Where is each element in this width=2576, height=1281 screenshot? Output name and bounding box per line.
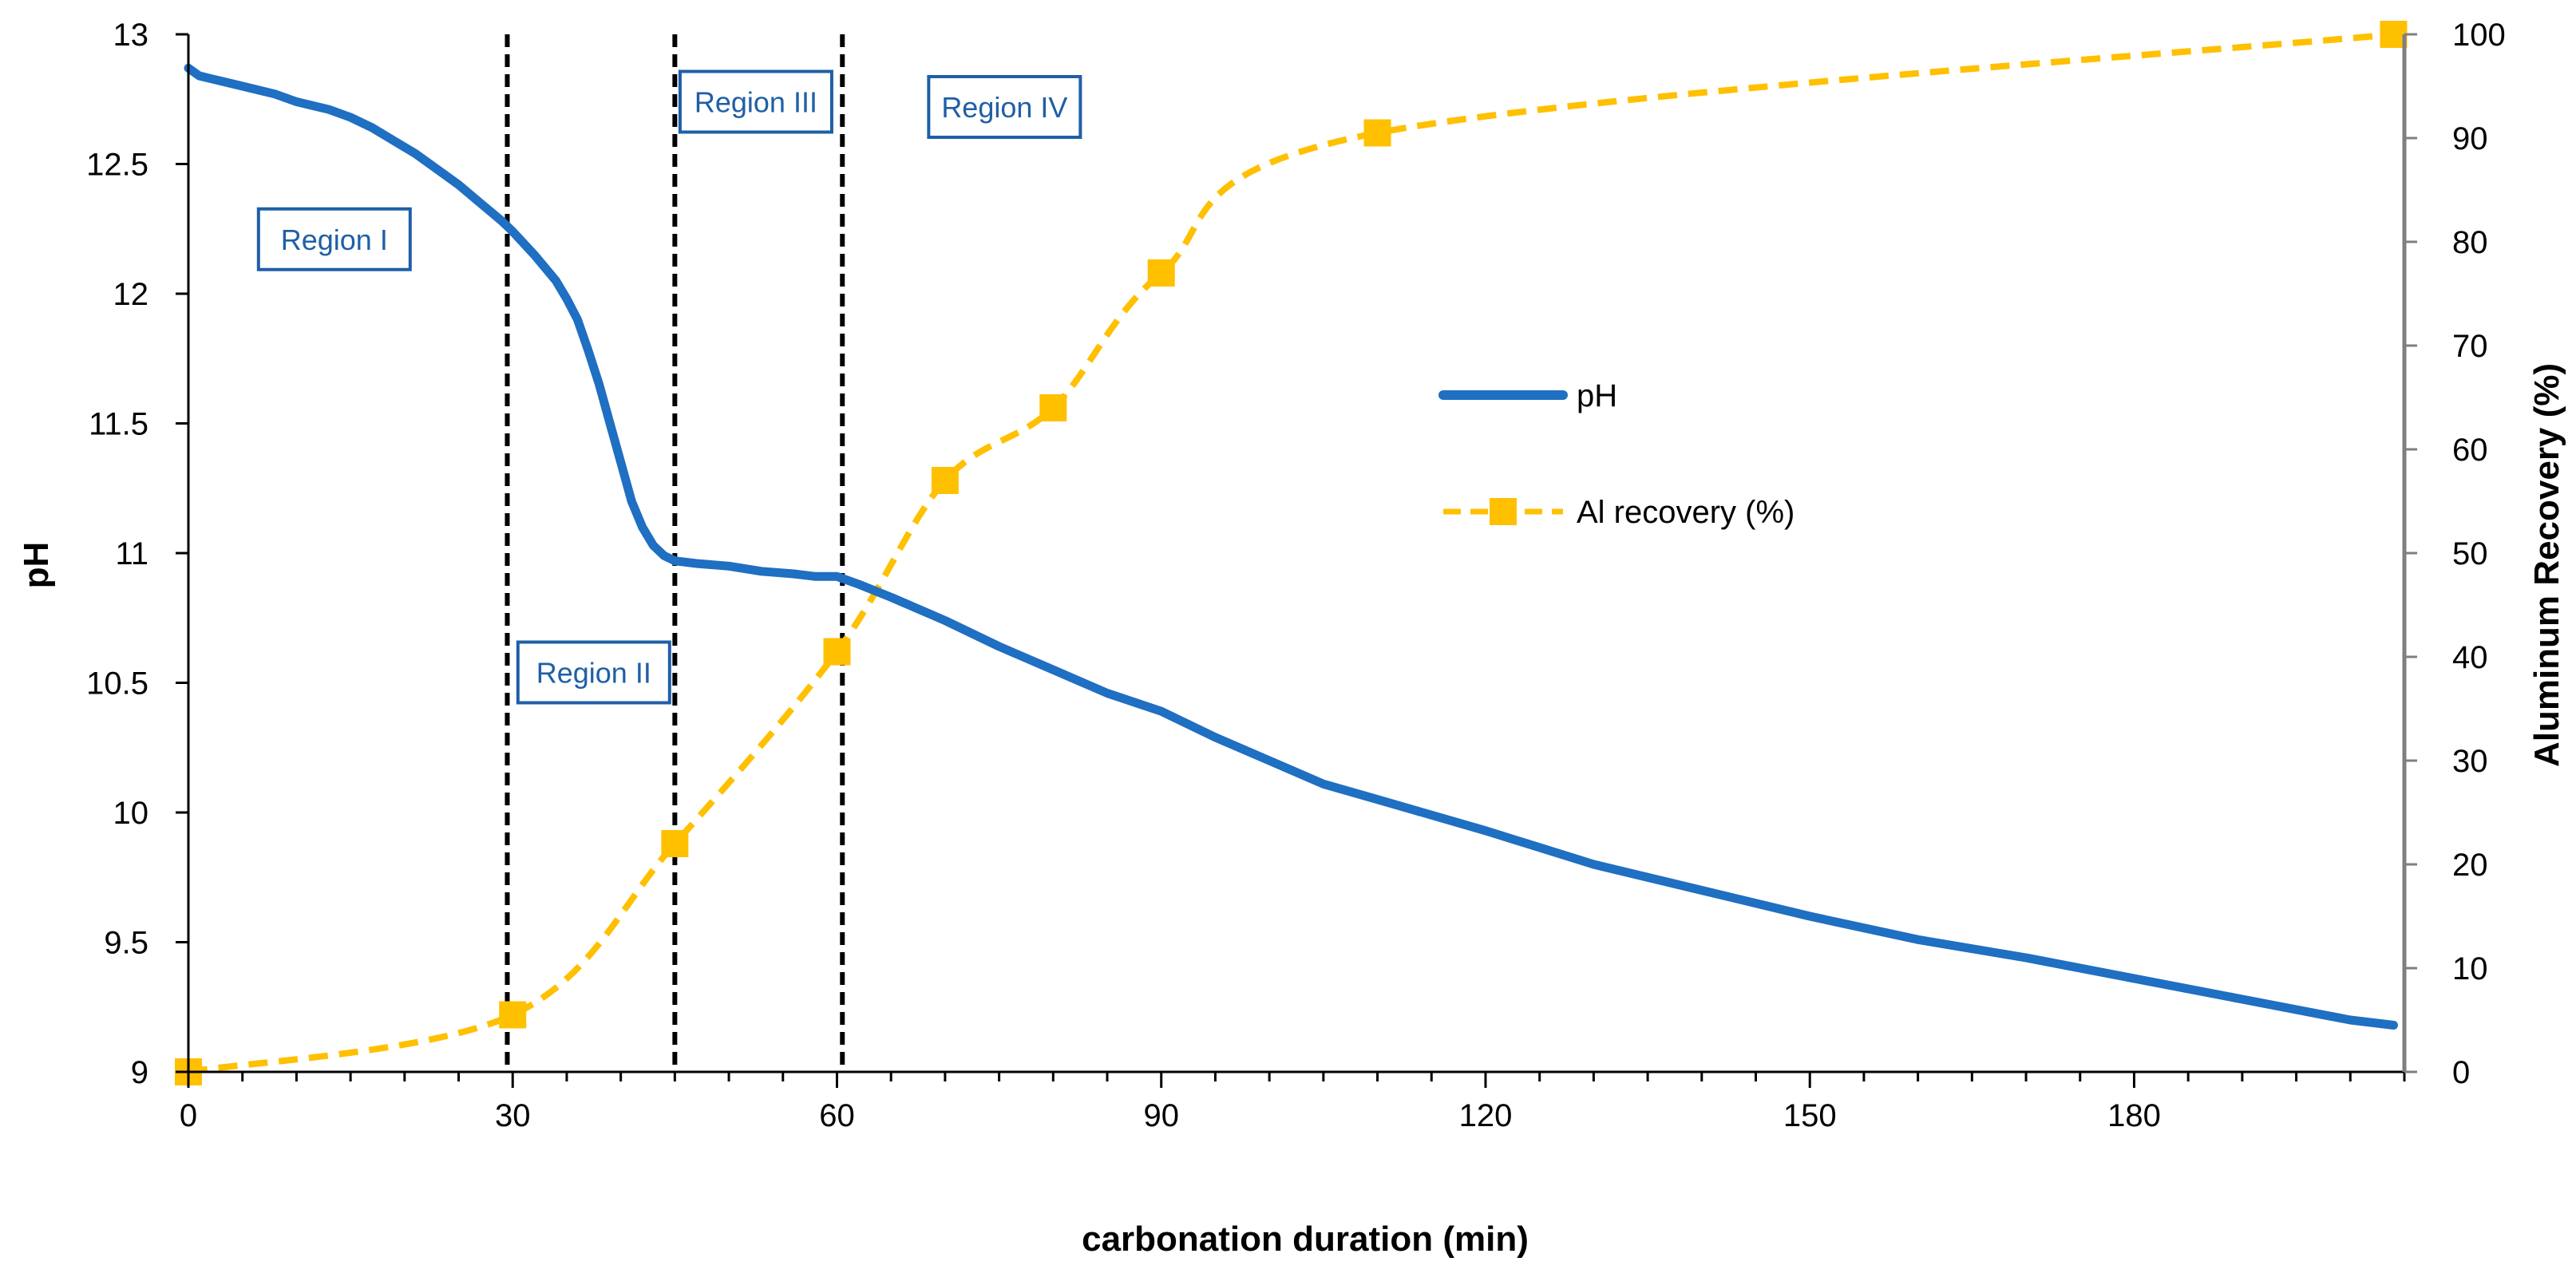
y-right-tick-label: 40 [2452, 640, 2488, 675]
y-axis-right-title: Aluminum Recovery (%) [2527, 363, 2566, 767]
y-left-tick-label: 12 [113, 277, 149, 312]
y-right-tick-label: 30 [2452, 744, 2488, 779]
al-recovery-point [1147, 259, 1175, 287]
region-label-box [927, 75, 1082, 139]
al-recovery-point [823, 638, 851, 666]
al-recovery-point [1363, 119, 1391, 147]
al-recovery-point [1039, 394, 1067, 421]
x-tick-label: 0 [180, 1098, 197, 1133]
region-labels: Region I Region II Region III Region IV [256, 69, 1082, 705]
y-right-tick-label: 60 [2452, 433, 2488, 468]
region-label: Region II [536, 657, 651, 690]
y-left-tick-label: 11 [115, 536, 148, 571]
x-tick-label: 90 [1143, 1098, 1179, 1133]
legend: pH Al recovery (%) [1438, 378, 1794, 530]
x-tick-label: 60 [819, 1098, 855, 1133]
al-recovery-point [931, 467, 959, 494]
y-right-tick-label: 100 [2452, 18, 2506, 53]
region-label: Region I [281, 223, 388, 256]
region-label: Region IV [941, 91, 1067, 124]
x-tick-label: 150 [1783, 1098, 1837, 1133]
region-label-box [516, 640, 671, 705]
x-tick-label: 180 [2107, 1098, 2161, 1133]
legend-al-label: Al recovery (%) [1577, 495, 1794, 530]
region-label-box [678, 69, 833, 134]
region-label: Region III [694, 86, 817, 119]
legend-ph-label: pH [1577, 378, 1617, 413]
al-recovery-point [661, 830, 689, 857]
y-right-tick-label: 50 [2452, 536, 2488, 571]
y-left-tick-label: 10.5 [86, 666, 148, 702]
x-axis-title: carbonation duration (min) [1082, 1220, 1529, 1259]
al-recovery-line [188, 31, 2394, 1075]
al-recovery-point [499, 1001, 527, 1029]
y-left-tick-label: 10 [113, 796, 149, 831]
x-tick-label: 30 [495, 1098, 531, 1133]
y-axis-left-title: pH [17, 542, 56, 589]
ph-series [184, 63, 2398, 1030]
x-tick-label: 120 [1459, 1098, 1513, 1133]
y-left-tick-label: 12.5 [86, 148, 148, 183]
y-right-tick-label: 10 [2452, 951, 2488, 986]
y-right-tick-label: 90 [2452, 121, 2488, 156]
y-left-tick-label: 9 [131, 1055, 148, 1090]
ticks: 0 30 60 90 120 150 180 9 9.5 10 10.5 11 11.5 12 12.5 13… [86, 18, 2506, 1133]
y-left-tick-label: 11.5 [89, 407, 148, 442]
y-right-tick-label: 20 [2452, 848, 2488, 883]
legend-al-marker [1490, 498, 1517, 525]
region-dividers [505, 34, 845, 1072]
y-left-tick-label: 9.5 [104, 926, 148, 961]
region-label-box [256, 207, 412, 271]
y-right-tick-label: 80 [2452, 225, 2488, 260]
y-right-tick-label: 0 [2452, 1055, 2470, 1090]
al-recovery-series [175, 21, 2408, 1085]
y-left-tick-label: 13 [113, 18, 149, 53]
ph-line [184, 63, 2398, 1030]
y-right-tick-label: 70 [2452, 329, 2488, 364]
